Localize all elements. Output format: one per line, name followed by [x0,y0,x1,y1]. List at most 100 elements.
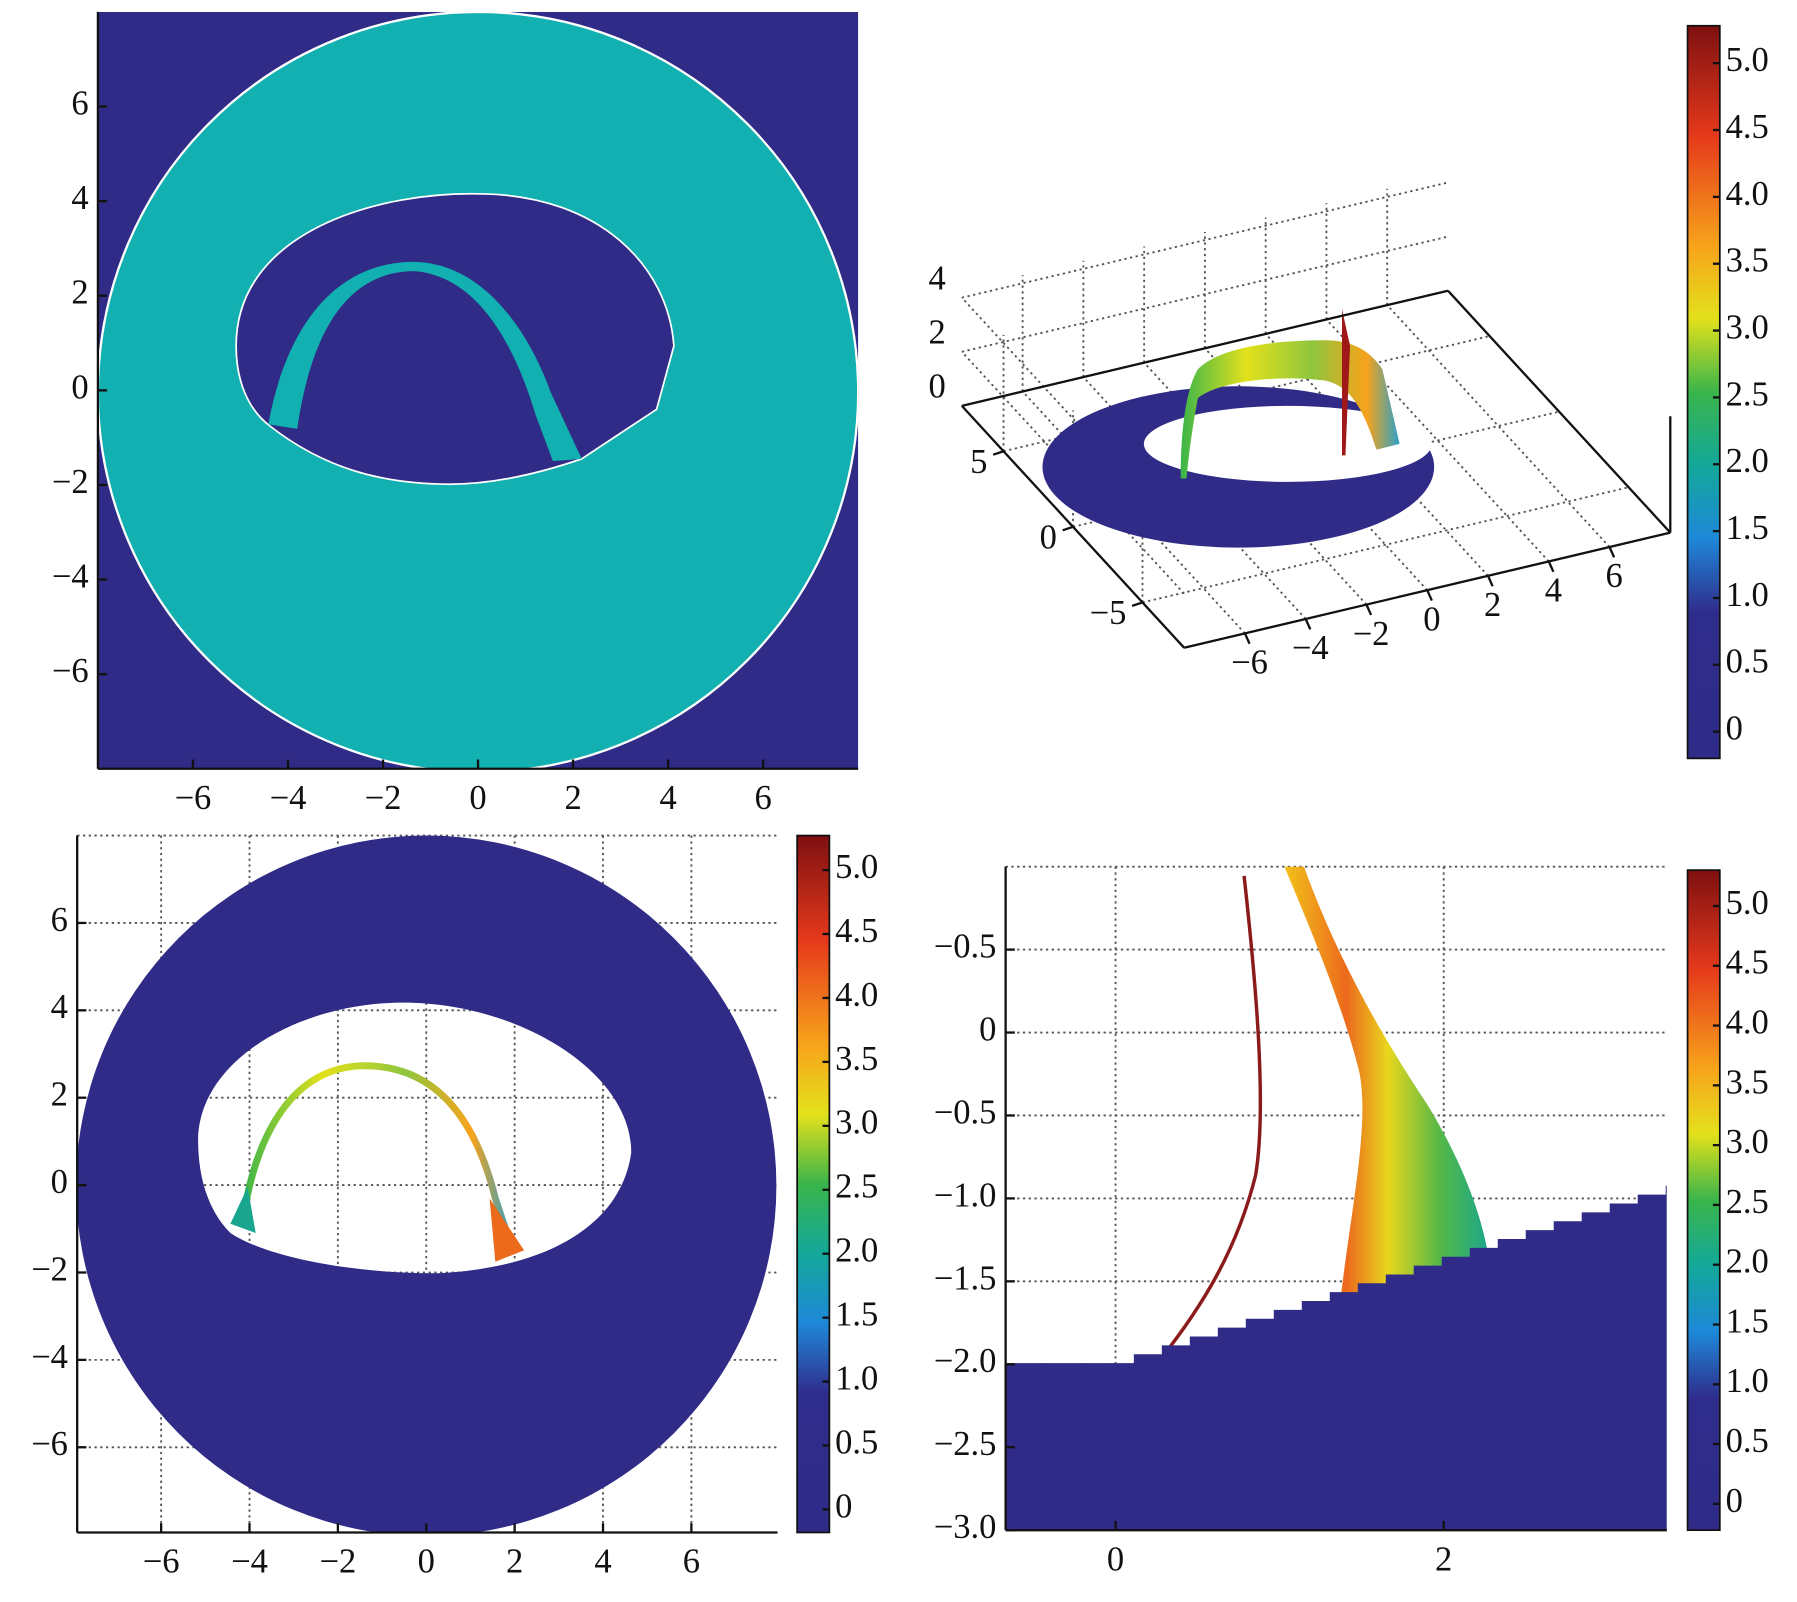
arch [238,1062,516,1252]
grid-line [961,181,1449,299]
y-tick-label: −6 [52,652,89,690]
region [1005,1176,1667,1531]
y-tick-label: −2 [52,463,89,501]
x-tick [1304,618,1312,630]
x-tick-label: −6 [143,1543,180,1581]
y-tick-label: −5 [1090,594,1127,632]
z-tick-label: 4 [928,259,945,297]
colorbar-tick-label: 4.5 [835,912,878,950]
colorbar-tick-label: 2.0 [1726,442,1769,480]
colorbar-tick-label: 3.5 [1726,242,1769,280]
y-tick-label: −4 [52,557,89,595]
x-tick-label: 0 [1107,1540,1124,1578]
x-tick-label: −2 [1353,615,1390,653]
colorbar-tick-label: 4.0 [1726,175,1769,213]
x-tick-label: 6 [683,1543,700,1581]
grid-line [1142,486,1629,604]
colorbar-tick-label: 0 [1726,710,1743,748]
colorbar-tick-label: 3.0 [835,1104,878,1142]
axis-line [1447,289,1672,534]
z-tick-label: 2 [928,314,945,352]
x-tick-label: 6 [1605,557,1622,595]
y-tick [992,450,1004,456]
colorbar-tick-label: 0.5 [835,1423,878,1461]
y-tick-label: −3.0 [934,1508,997,1546]
colorbar [1686,24,1721,760]
y-tick-label: 0 [1040,519,1057,557]
x-tick-label: 2 [1435,1540,1452,1578]
colorbar-tick-label: 0.5 [1726,643,1769,681]
band [1284,866,1492,1337]
y-tick-label: −0.5 [934,928,997,966]
colorbar-tick-label: 1.0 [1726,576,1769,614]
y-tick [1131,601,1143,607]
colorbar-tick-label: 3.0 [1726,308,1769,346]
y-tick-label: 0 [979,1010,996,1048]
grid-line [961,235,1449,353]
colorbar-tick-label: 4.0 [1726,1003,1769,1041]
x-tick-label: −6 [1231,644,1268,682]
grid-line [1386,304,1611,548]
panel-axes: −6 −4 −2 0 2 4 6 −6 −4 −2 0 2 4 6 0 0.5 1.0 1.5 2.0 2.5 3.0 3… [31,834,878,1581]
colorbar-tick-label: 5.0 [1726,884,1769,922]
y-tick-label: 6 [51,901,68,939]
y-tick-label: −4 [31,1338,68,1376]
colorbar-tick-label: 2.5 [835,1168,878,1206]
colorbar-tick-label: 1.5 [1726,509,1769,547]
x-tick-label: −2 [365,779,402,817]
z-tick-label: 0 [928,368,945,406]
y-tick-label: −0.5 [934,1093,997,1131]
y-tick-label: 4 [51,988,68,1026]
x-tick-label: 6 [755,779,772,817]
colorbar-tick-label: 1.0 [835,1360,878,1398]
colorbar-tick-label: 2.5 [1726,1183,1769,1221]
colorbar-tick-label: 5.0 [835,848,878,886]
colorbar-tick-label: 1.5 [1726,1302,1769,1340]
x-tick [1426,589,1433,602]
axis-line [961,289,1449,408]
colorbar-tick-label: 0.5 [1726,1422,1769,1460]
x-tick-label: 4 [594,1543,611,1581]
panel-axes: 0 2 −0.5 0 −0.5 −1.0 −1.5 −2.0 −2.5 −3.0 0 0.5 1.0 1.… [934,866,1769,1578]
y-tick [1062,525,1074,532]
y-tick-label: 6 [71,84,88,122]
colorbar-tick-label: 2.0 [835,1232,878,1270]
colorbar-tick-label: 2.0 [1726,1243,1769,1281]
colorbar-tick-label: 4.0 [835,976,878,1014]
colorbar-tick-label: 4.5 [1726,944,1769,982]
x-tick-label: 0 [418,1543,435,1581]
colorbar [796,834,831,1534]
x-tick-label: 2 [1484,586,1501,624]
colorbar-tick-label: 2.5 [1726,375,1769,413]
x-tick-label: 0 [1423,600,1440,638]
y-tick-label: −1.0 [934,1176,997,1214]
y-tick-label: −2.5 [934,1425,997,1463]
x-tick [1547,560,1555,573]
colorbar-tick-label: 4.5 [1726,108,1769,146]
colorbar-tick-label: 3.5 [835,1040,878,1078]
spike [1341,309,1351,456]
x-tick-label: 4 [659,779,676,817]
y-tick-label: −2.0 [934,1342,997,1380]
colorbar-tick-label: 3.5 [1726,1063,1769,1101]
panel-axes: −6 −4 −2 0 2 4 6 −6 −4 −2 0 2 4 6 [52,11,859,817]
arch-foot [489,1198,525,1262]
panel-field [97,11,859,769]
arch [268,261,582,462]
colorbar-tick-label: 1.0 [1726,1362,1769,1400]
y-tick-label: 0 [71,368,88,406]
x-tick [1486,575,1494,587]
colorbar-tick-label: 5.0 [1726,41,1769,79]
colorbar-tick-label: 0 [835,1487,852,1525]
y-tick-label: 2 [71,274,88,312]
panel-surface [1042,309,1435,548]
x-tick-label: 4 [1545,572,1562,610]
y-tick-label: 4 [71,179,88,217]
x-tick [1243,632,1251,645]
y-tick-label: 0 [51,1163,68,1201]
y-tick-label: 2 [51,1076,68,1114]
panel-field [77,835,777,1533]
colorbar-tick-label: 3.0 [1726,1123,1769,1161]
colorbar-tick-label: 1.5 [835,1296,878,1334]
annulus [77,835,777,1533]
